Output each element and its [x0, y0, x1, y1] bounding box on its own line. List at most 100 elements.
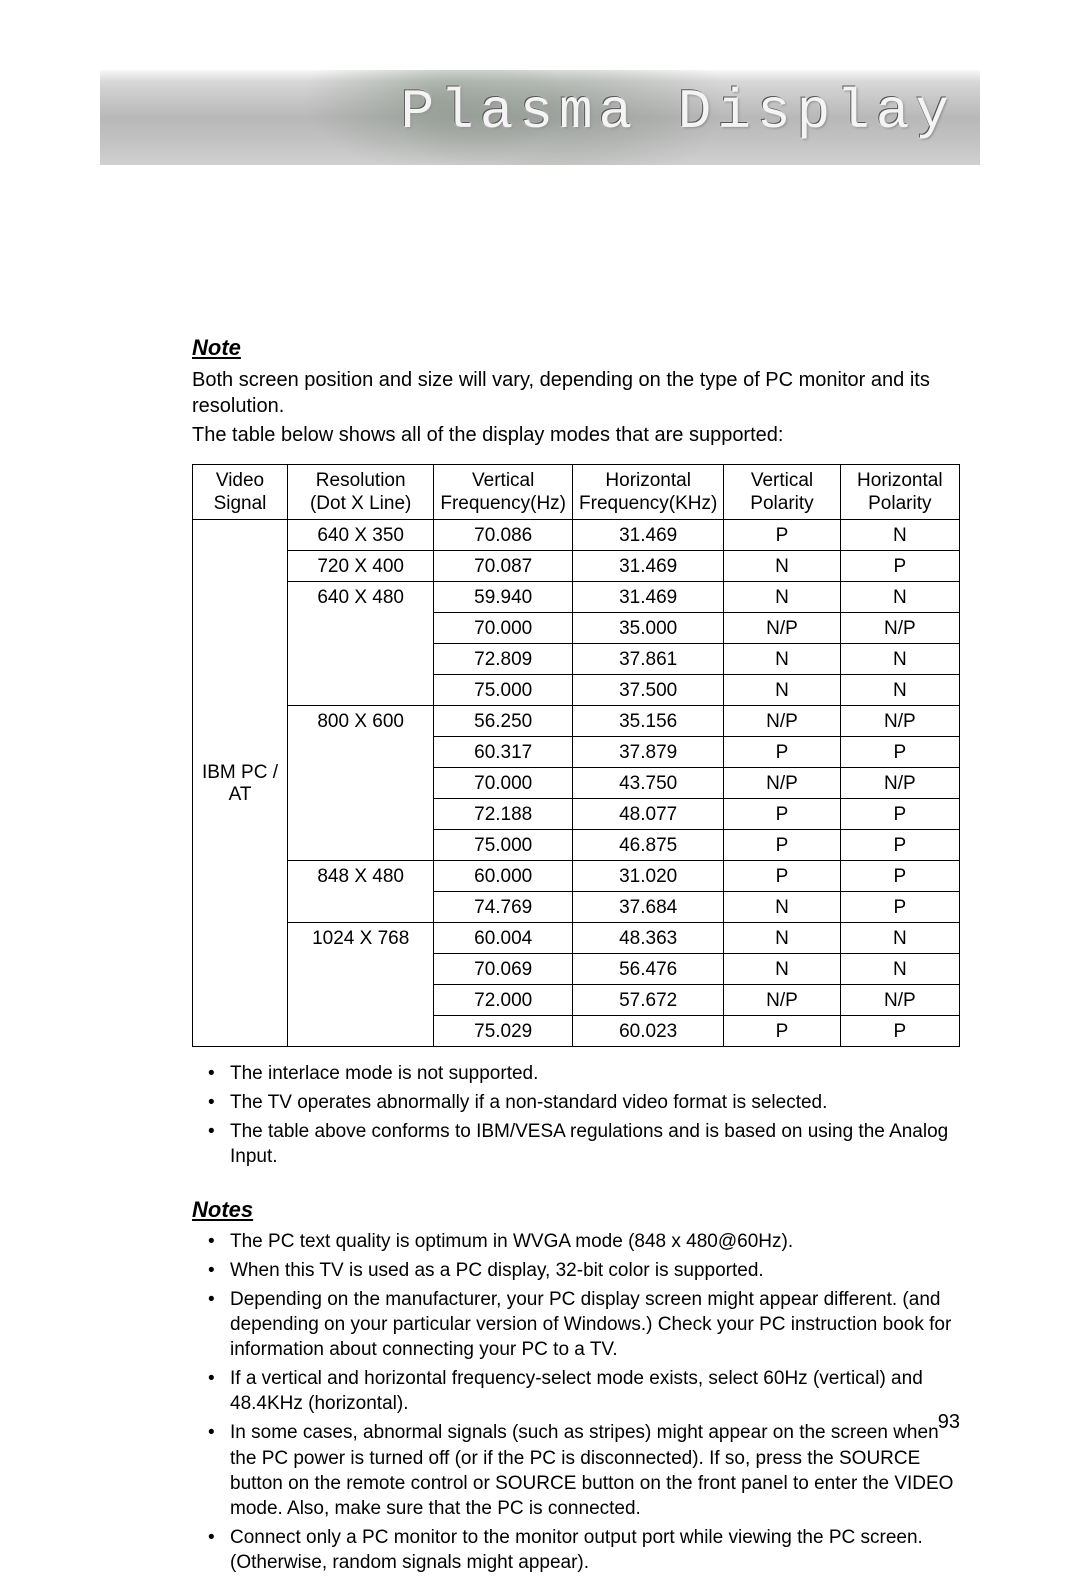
hfreq-cell: 31.020	[573, 860, 724, 891]
vfreq-cell: 72.188	[434, 798, 573, 829]
vpol-cell: N/P	[724, 612, 840, 643]
hpol-cell: N	[840, 581, 959, 612]
hpol-cell: N	[840, 922, 959, 953]
signal-cell: IBM PC / ATCompatible	[193, 519, 288, 1046]
hpol-cell: P	[840, 798, 959, 829]
note-heading: Note	[192, 335, 960, 361]
hfreq-cell: 57.672	[573, 984, 724, 1015]
hfreq-cell: 60.023	[573, 1015, 724, 1046]
hfreq-cell: 46.875	[573, 829, 724, 860]
vfreq-cell: 60.000	[434, 860, 573, 891]
hpol-cell: P	[840, 860, 959, 891]
table-row: IBM PC / ATCompatible640 X 35070.08631.4…	[193, 519, 960, 550]
vpol-cell: P	[724, 860, 840, 891]
vfreq-cell: 56.250	[434, 705, 573, 736]
display-modes-table: Video Signal Resolution(Dot X Line) Vert…	[192, 464, 960, 1047]
list-item: The interlace mode is not supported.	[208, 1061, 960, 1086]
hpol-cell: P	[840, 829, 959, 860]
hpol-cell: P	[840, 1015, 959, 1046]
vpol-cell: P	[724, 829, 840, 860]
hpol-cell: N	[840, 519, 959, 550]
vpol-cell: P	[724, 798, 840, 829]
hfreq-cell: 43.750	[573, 767, 724, 798]
vpol-cell: N/P	[724, 705, 840, 736]
hfreq-cell: 37.500	[573, 674, 724, 705]
vfreq-cell: 75.000	[434, 829, 573, 860]
th-hfreq: HorizontalFrequency(KHz)	[573, 465, 724, 520]
vfreq-cell: 74.769	[434, 891, 573, 922]
hfreq-cell: 35.156	[573, 705, 724, 736]
vfreq-cell: 59.940	[434, 581, 573, 612]
resolution-cell: 640 X 350	[288, 519, 434, 550]
hfreq-cell: 48.077	[573, 798, 724, 829]
vfreq-cell: 60.004	[434, 922, 573, 953]
note-line-2: The table below shows all of the display…	[192, 422, 960, 448]
vpol-cell: N/P	[724, 767, 840, 798]
hpol-cell: P	[840, 736, 959, 767]
hfreq-cell: 37.684	[573, 891, 724, 922]
table-header-row: Video Signal Resolution(Dot X Line) Vert…	[193, 465, 960, 520]
hpol-cell: N	[840, 674, 959, 705]
table-head: Video Signal Resolution(Dot X Line) Vert…	[193, 465, 960, 520]
th-vfreq: VerticalFrequency(Hz)	[434, 465, 573, 520]
table-row: 1024 X 76860.00448.363NN	[193, 922, 960, 953]
vpol-cell: N	[724, 643, 840, 674]
table-body: IBM PC / ATCompatible640 X 35070.08631.4…	[193, 519, 960, 1046]
vpol-cell: P	[724, 519, 840, 550]
vpol-cell: N/P	[724, 984, 840, 1015]
vfreq-cell: 70.000	[434, 767, 573, 798]
list-item: Connect only a PC monitor to the monitor…	[208, 1525, 960, 1575]
vfreq-cell: 72.000	[434, 984, 573, 1015]
vpol-cell: N	[724, 550, 840, 581]
page-number: 93	[938, 1411, 960, 1434]
hpol-cell: P	[840, 891, 959, 922]
resolution-cell: 848 X 480	[288, 860, 434, 922]
hpol-cell: P	[840, 550, 959, 581]
resolution-cell: 640 X 480	[288, 581, 434, 705]
vpol-cell: P	[724, 736, 840, 767]
th-resolution: Resolution(Dot X Line)	[288, 465, 434, 520]
vpol-cell: P	[724, 1015, 840, 1046]
list-item: If a vertical and horizontal frequency-s…	[208, 1366, 960, 1416]
vfreq-cell: 70.087	[434, 550, 573, 581]
hfreq-cell: 37.879	[573, 736, 724, 767]
vfreq-cell: 70.086	[434, 519, 573, 550]
resolution-cell: 720 X 400	[288, 550, 434, 581]
resolution-cell: 1024 X 768	[288, 922, 434, 1046]
list-item: The PC text quality is optimum in WVGA m…	[208, 1229, 960, 1254]
th-signal: Video Signal	[193, 465, 288, 520]
page: Plasma Display Note Both screen position…	[0, 0, 1080, 1482]
list-item: The table above conforms to IBM/VESA reg…	[208, 1119, 960, 1169]
resolution-cell: 800 X 600	[288, 705, 434, 860]
list-item: The TV operates abnormally if a non-stan…	[208, 1090, 960, 1115]
hfreq-cell: 31.469	[573, 519, 724, 550]
vfreq-cell: 70.069	[434, 953, 573, 984]
notes-heading: Notes	[192, 1197, 960, 1223]
table-row: 848 X 48060.00031.020PP	[193, 860, 960, 891]
hfreq-cell: 31.469	[573, 550, 724, 581]
vpol-cell: N	[724, 581, 840, 612]
table-row: 720 X 40070.08731.469NP	[193, 550, 960, 581]
hfreq-cell: 37.861	[573, 643, 724, 674]
hpol-cell: N/P	[840, 705, 959, 736]
hfreq-cell: 48.363	[573, 922, 724, 953]
notes-list: The PC text quality is optimum in WVGA m…	[192, 1229, 960, 1575]
header-band: Plasma Display	[100, 70, 980, 165]
vfreq-cell: 60.317	[434, 736, 573, 767]
note-line-1: Both screen position and size will vary,…	[192, 367, 960, 419]
hpol-cell: N/P	[840, 984, 959, 1015]
vfreq-cell: 75.029	[434, 1015, 573, 1046]
vfreq-cell: 70.000	[434, 612, 573, 643]
table-row: 800 X 60056.25035.156N/PN/P	[193, 705, 960, 736]
post-table-notes: The interlace mode is not supported. The …	[192, 1061, 960, 1169]
hpol-cell: N/P	[840, 767, 959, 798]
table-row: 640 X 48059.94031.469NN	[193, 581, 960, 612]
th-hpol: HorizontalPolarity	[840, 465, 959, 520]
list-item: Depending on the manufacturer, your PC d…	[208, 1287, 960, 1362]
vfreq-cell: 75.000	[434, 674, 573, 705]
list-item: When this TV is used as a PC display, 32…	[208, 1258, 960, 1283]
vpol-cell: N	[724, 922, 840, 953]
hpol-cell: N/P	[840, 612, 959, 643]
hfreq-cell: 35.000	[573, 612, 724, 643]
hfreq-cell: 56.476	[573, 953, 724, 984]
